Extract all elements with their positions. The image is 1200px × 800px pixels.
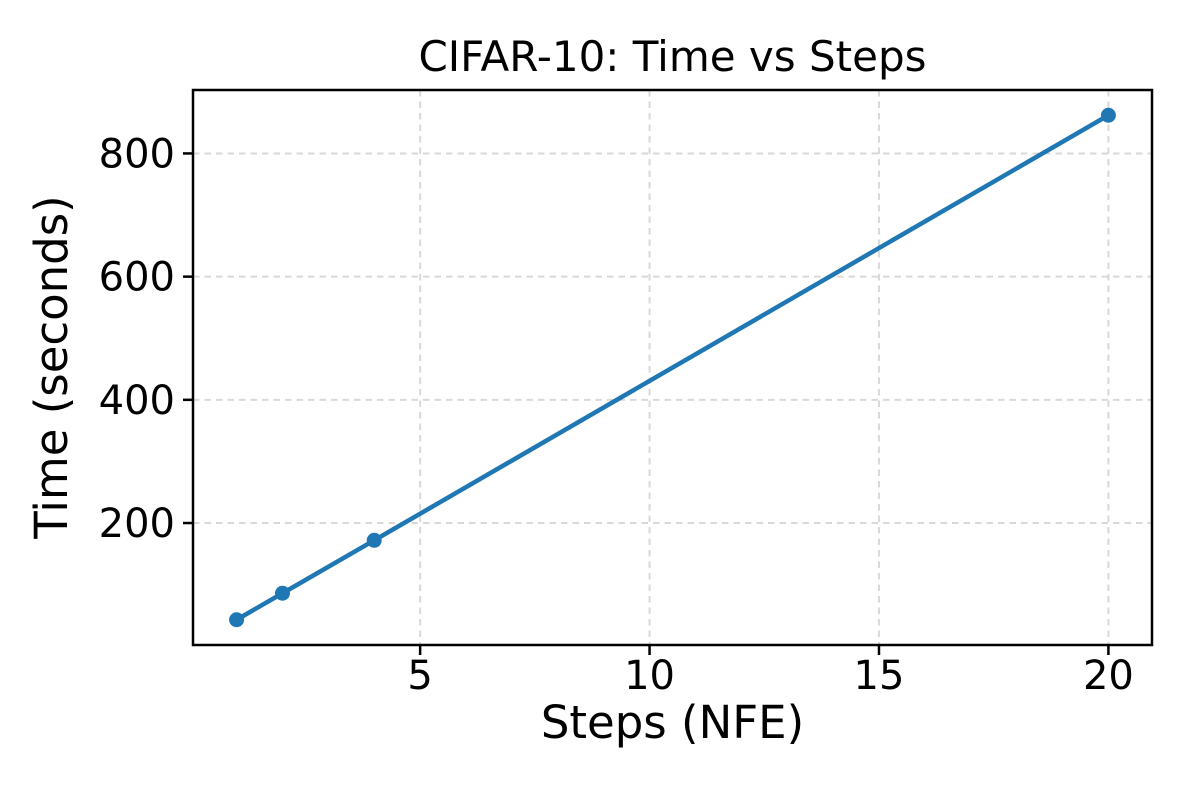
x-tick-label: 15 <box>854 653 905 699</box>
y-tick-label: 400 <box>99 378 175 424</box>
x-tick-label: 20 <box>1083 653 1134 699</box>
y-tick-label: 600 <box>99 255 175 301</box>
data-point <box>1100 107 1116 123</box>
y-tick-label: 200 <box>99 501 175 547</box>
data-point <box>366 532 382 548</box>
y-tick-label: 800 <box>99 131 175 177</box>
x-tick-label: 10 <box>624 653 675 699</box>
data-point <box>229 612 245 628</box>
y-axis-label: Time (seconds) <box>25 195 78 539</box>
chart-title: CIFAR-10: Time vs Steps <box>418 32 927 81</box>
data-line <box>234 113 1111 622</box>
x-tick-label: 5 <box>407 653 432 699</box>
data-point <box>274 585 290 601</box>
plot-frame <box>191 88 1154 647</box>
x-axis-label: Steps (NFE) <box>540 696 805 749</box>
